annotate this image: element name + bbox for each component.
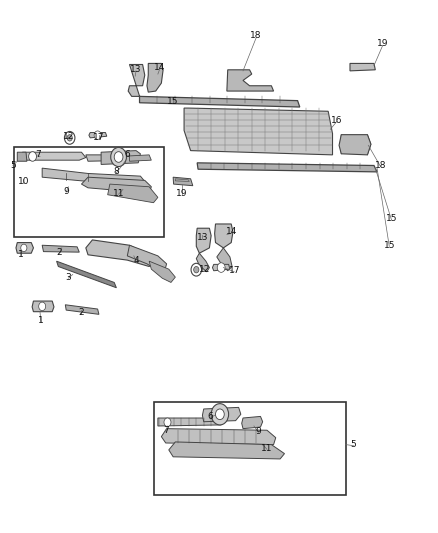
Text: 19: 19 bbox=[176, 189, 187, 198]
Polygon shape bbox=[128, 64, 145, 102]
Polygon shape bbox=[57, 261, 117, 288]
Polygon shape bbox=[350, 63, 375, 71]
Text: 13: 13 bbox=[197, 233, 208, 242]
Text: 11: 11 bbox=[113, 189, 124, 198]
Text: 9: 9 bbox=[255, 427, 261, 436]
Text: 15: 15 bbox=[384, 241, 395, 250]
Polygon shape bbox=[217, 248, 232, 271]
Text: 14: 14 bbox=[226, 228, 238, 237]
Polygon shape bbox=[197, 163, 377, 172]
Text: 18: 18 bbox=[375, 161, 386, 170]
Text: 9: 9 bbox=[64, 187, 69, 196]
Bar bbox=[14, 147, 164, 237]
Polygon shape bbox=[149, 261, 175, 282]
Polygon shape bbox=[65, 305, 99, 314]
Circle shape bbox=[114, 152, 123, 163]
Polygon shape bbox=[161, 429, 276, 445]
Text: 14: 14 bbox=[154, 63, 166, 71]
Circle shape bbox=[215, 409, 224, 419]
Circle shape bbox=[21, 244, 27, 252]
Text: 6: 6 bbox=[207, 412, 213, 421]
Polygon shape bbox=[16, 243, 33, 253]
Text: 12: 12 bbox=[63, 132, 74, 141]
Polygon shape bbox=[196, 253, 209, 272]
Text: 19: 19 bbox=[377, 39, 389, 48]
Circle shape bbox=[164, 418, 171, 426]
Polygon shape bbox=[184, 108, 332, 155]
Polygon shape bbox=[158, 418, 221, 426]
Polygon shape bbox=[86, 155, 138, 161]
Polygon shape bbox=[89, 133, 107, 138]
Text: 5: 5 bbox=[350, 440, 357, 449]
Polygon shape bbox=[202, 407, 241, 422]
Polygon shape bbox=[101, 151, 141, 165]
Polygon shape bbox=[169, 442, 285, 459]
Polygon shape bbox=[212, 264, 230, 271]
Bar bbox=[153, 402, 346, 495]
Text: 2: 2 bbox=[57, 248, 63, 257]
Polygon shape bbox=[17, 152, 27, 161]
Circle shape bbox=[94, 131, 101, 140]
Text: 6: 6 bbox=[124, 150, 130, 159]
Circle shape bbox=[28, 152, 36, 161]
Polygon shape bbox=[42, 168, 145, 181]
Polygon shape bbox=[108, 184, 158, 203]
Text: 15: 15 bbox=[386, 214, 397, 223]
Polygon shape bbox=[173, 177, 193, 185]
Text: 12: 12 bbox=[199, 265, 211, 273]
Text: 17: 17 bbox=[93, 133, 105, 142]
Polygon shape bbox=[140, 96, 300, 107]
Text: 8: 8 bbox=[113, 167, 119, 176]
Text: 18: 18 bbox=[251, 31, 262, 40]
Polygon shape bbox=[32, 301, 54, 312]
Text: 17: 17 bbox=[229, 266, 240, 275]
Circle shape bbox=[39, 302, 46, 311]
Circle shape bbox=[64, 132, 75, 144]
Polygon shape bbox=[130, 155, 151, 161]
Circle shape bbox=[111, 148, 127, 166]
Text: 7: 7 bbox=[35, 150, 41, 159]
Polygon shape bbox=[147, 63, 163, 92]
Text: 7: 7 bbox=[163, 426, 169, 435]
Polygon shape bbox=[81, 177, 151, 193]
Text: 10: 10 bbox=[18, 177, 29, 186]
Text: 4: 4 bbox=[133, 256, 139, 264]
Circle shape bbox=[194, 266, 199, 273]
Text: 1: 1 bbox=[38, 316, 44, 325]
Polygon shape bbox=[175, 179, 189, 181]
Text: 11: 11 bbox=[261, 444, 273, 453]
Polygon shape bbox=[127, 245, 166, 272]
Circle shape bbox=[217, 263, 225, 272]
Text: 16: 16 bbox=[331, 116, 343, 125]
Circle shape bbox=[67, 135, 72, 141]
Polygon shape bbox=[242, 416, 263, 429]
Text: 1: 1 bbox=[18, 250, 24, 259]
Circle shape bbox=[211, 403, 229, 425]
Circle shape bbox=[191, 263, 201, 276]
Text: 15: 15 bbox=[167, 97, 179, 106]
Text: 3: 3 bbox=[66, 273, 71, 281]
Polygon shape bbox=[227, 70, 274, 91]
Text: 13: 13 bbox=[130, 66, 142, 74]
Polygon shape bbox=[42, 245, 79, 252]
Text: 5: 5 bbox=[10, 161, 16, 170]
Text: 2: 2 bbox=[79, 308, 84, 317]
Polygon shape bbox=[21, 152, 86, 160]
Polygon shape bbox=[215, 224, 233, 248]
Polygon shape bbox=[86, 240, 155, 266]
Polygon shape bbox=[196, 228, 211, 253]
Polygon shape bbox=[339, 135, 371, 155]
